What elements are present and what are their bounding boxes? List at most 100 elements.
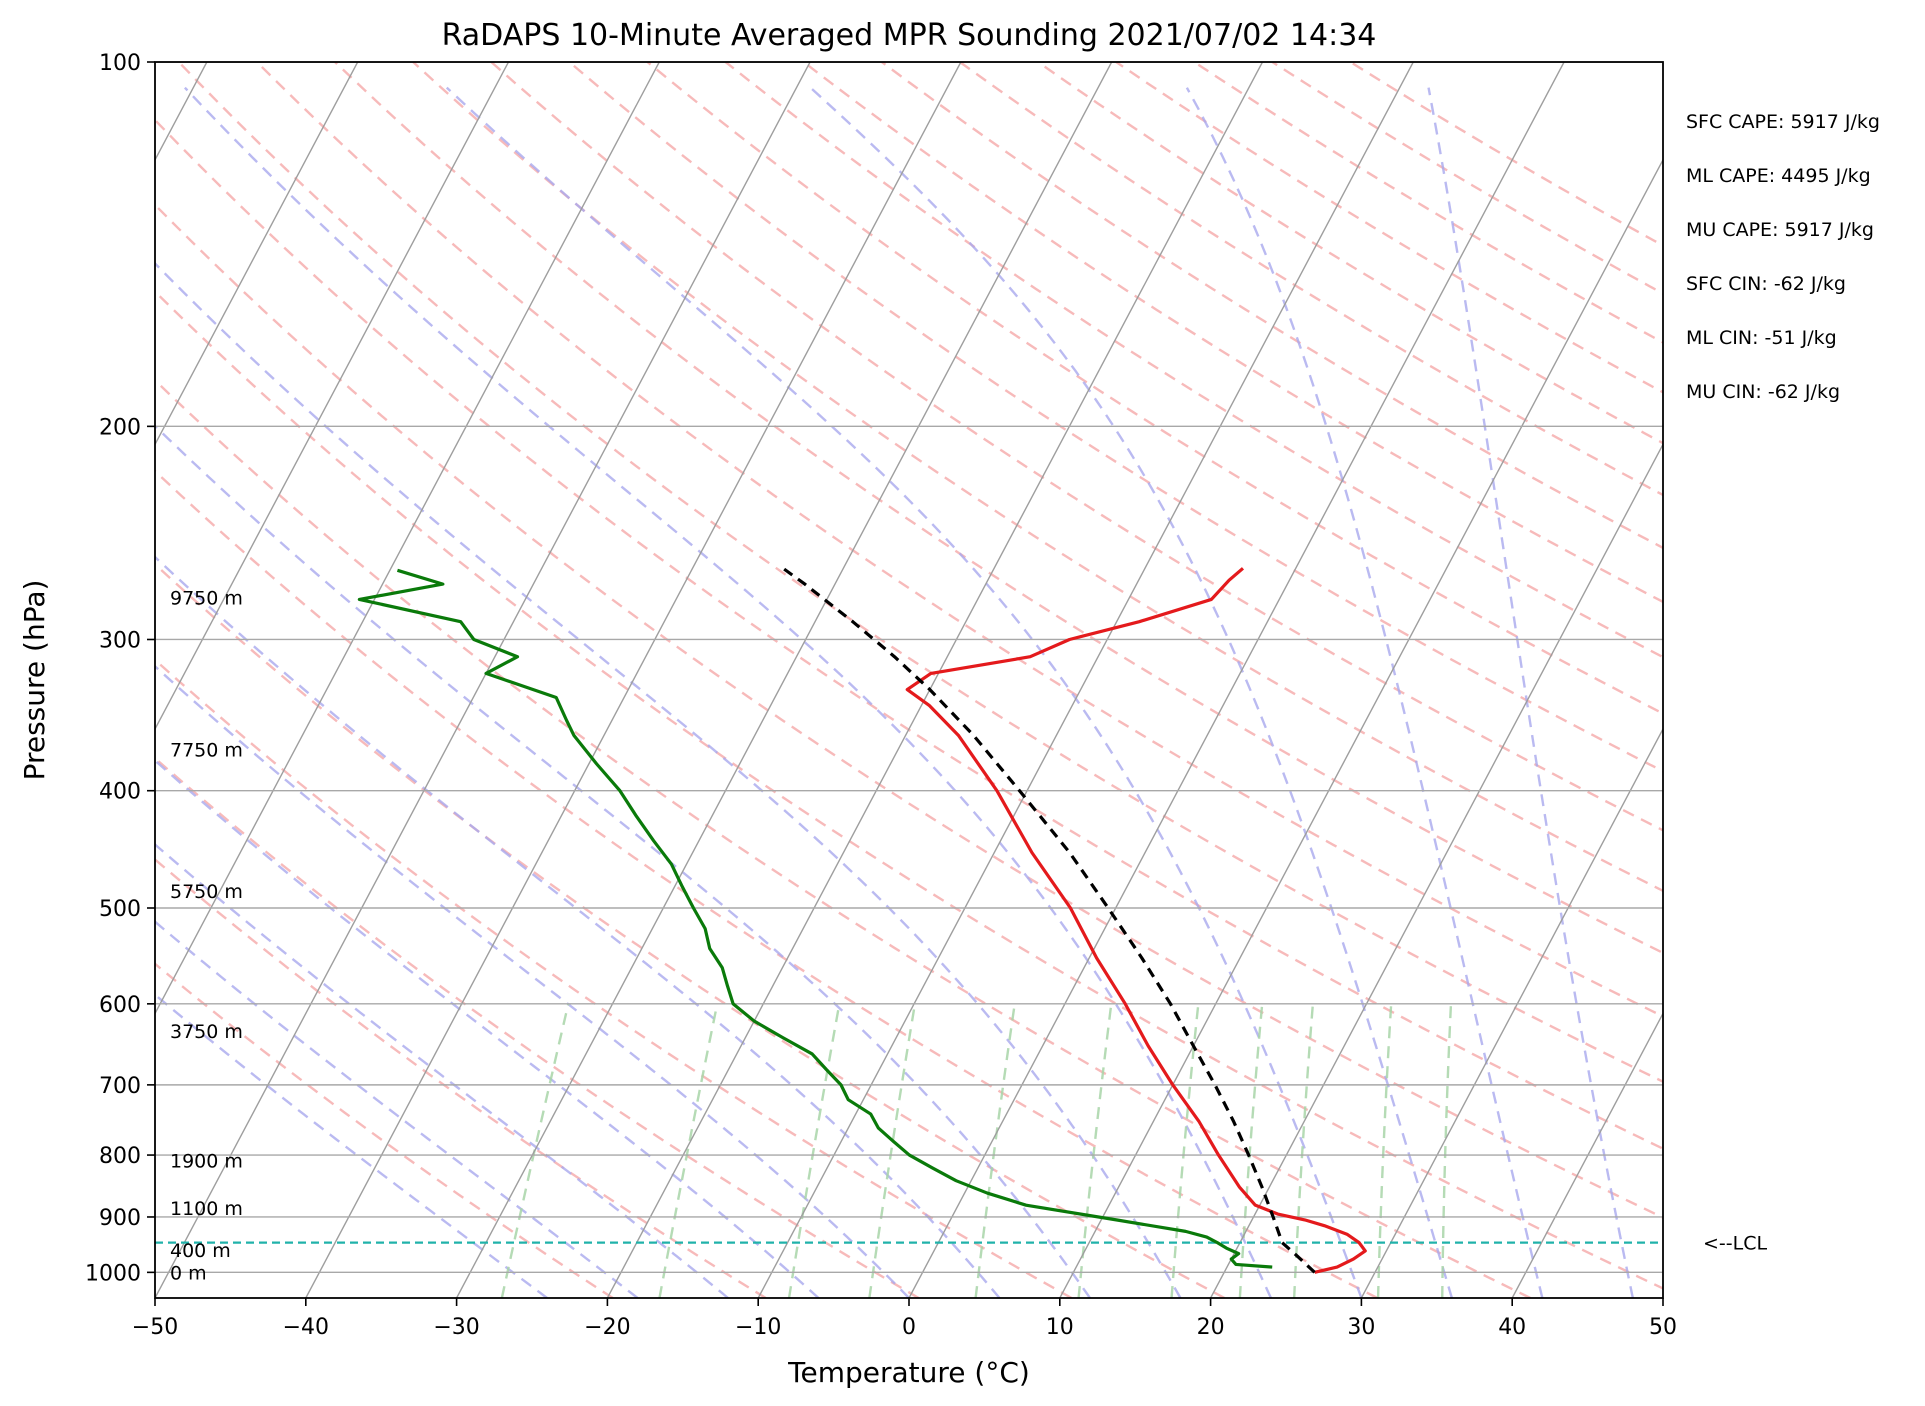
moist-adiabat bbox=[155, 664, 910, 1298]
index-label: SFC CIN: -62 J/kg bbox=[1686, 273, 1846, 295]
dry-adiabat bbox=[155, 658, 1073, 1298]
mixing-ratio-line bbox=[1441, 1003, 1453, 1298]
dry-adiabat bbox=[155, 962, 614, 1298]
lcl-label: <--LCL bbox=[1703, 1233, 1767, 1255]
mixing-ratio-line bbox=[974, 1003, 1016, 1298]
y-tick-label: 500 bbox=[99, 897, 141, 922]
moist-adiabat bbox=[155, 758, 820, 1298]
y-tick-label: 1000 bbox=[85, 1261, 141, 1286]
y-tick-label: 700 bbox=[99, 1074, 141, 1099]
sounding-series bbox=[357, 566, 1367, 1274]
isotherm bbox=[1209, 442, 1663, 1298]
mixing-ratio-line bbox=[868, 1003, 917, 1298]
dry-adiabat bbox=[334, 62, 1663, 955]
isotherm bbox=[606, 62, 1264, 1298]
dry-adiabat bbox=[155, 469, 1378, 1298]
dry-adiabat bbox=[881, 62, 1663, 550]
y-tick-label: 900 bbox=[99, 1206, 141, 1231]
isotherm bbox=[757, 62, 1414, 1298]
isotherm bbox=[455, 62, 1113, 1298]
isotherm bbox=[1511, 1011, 1663, 1298]
mixing-ratio-line bbox=[1170, 1003, 1200, 1298]
y-tick-label: 600 bbox=[99, 993, 141, 1018]
x-tick-label: −10 bbox=[735, 1315, 781, 1340]
moist-adiabat bbox=[155, 842, 729, 1298]
index-label: SFC CAPE: 5917 J/kg bbox=[1686, 111, 1880, 133]
parcel-line bbox=[782, 566, 1316, 1274]
isotherm bbox=[1662, 1296, 1663, 1298]
height-label: 3750 m bbox=[170, 1021, 243, 1043]
dry-adiabat bbox=[155, 562, 1226, 1298]
dry-adiabat bbox=[412, 62, 1663, 893]
dry-adiabat bbox=[1037, 62, 1663, 445]
height-label: 400 m bbox=[170, 1240, 231, 1262]
moist-adiabat bbox=[1427, 87, 1635, 1298]
dry-adiabat bbox=[490, 62, 1663, 832]
moist-adiabat bbox=[1185, 87, 1544, 1298]
mixing-ratio-line bbox=[787, 1003, 841, 1298]
index-label: ML CIN: -51 J/kg bbox=[1686, 327, 1837, 349]
dry-adiabat bbox=[1193, 62, 1663, 344]
height-label: 1100 m bbox=[170, 1198, 243, 1220]
x-tick-label: −30 bbox=[433, 1315, 479, 1340]
y-axis-title: Pressure (hPa) bbox=[18, 580, 51, 781]
x-tick-label: −40 bbox=[283, 1315, 329, 1340]
isotherm bbox=[155, 62, 660, 1015]
y-tick-label: 400 bbox=[99, 780, 141, 805]
axis-ticks: −50 −40 −30 −20 −10 0 10 20 30 40 50 100 200 300 400 50… bbox=[85, 51, 1677, 1340]
mixing-ratio-line bbox=[1376, 1003, 1393, 1298]
dry-adiabat bbox=[802, 62, 1663, 604]
moist-adiabat bbox=[809, 86, 1454, 1298]
background-lines bbox=[155, 62, 1663, 1298]
y-tick-label: 200 bbox=[99, 415, 141, 440]
x-axis-title: Temperature (°C) bbox=[787, 1356, 1030, 1389]
x-tick-label: 30 bbox=[1347, 1315, 1375, 1340]
y-tick-label: 300 bbox=[99, 628, 141, 653]
dewpoint-line bbox=[357, 568, 1273, 1269]
isotherm bbox=[155, 62, 510, 731]
dry-adiabat bbox=[155, 203, 1663, 1219]
x-tick-label: −50 bbox=[132, 1315, 178, 1340]
x-tick-label: 0 bbox=[902, 1315, 916, 1340]
dry-adiabat bbox=[724, 62, 1663, 659]
moist-adiabat bbox=[155, 424, 1091, 1298]
chart-title: RaDAPS 10-Minute Averaged MPR Sounding 2… bbox=[442, 18, 1377, 53]
dry-adiabat bbox=[177, 62, 1663, 1084]
dry-adiabat bbox=[155, 756, 920, 1298]
x-tick-label: 10 bbox=[1046, 1315, 1074, 1340]
moist-adiabat bbox=[155, 993, 548, 1298]
moist-adiabat bbox=[155, 920, 639, 1298]
isotherm bbox=[155, 62, 359, 446]
dry-adiabat bbox=[568, 62, 1663, 773]
dry-adiabat bbox=[1271, 62, 1663, 295]
dry-adiabat bbox=[256, 62, 1663, 1018]
height-label: 1900 m bbox=[170, 1150, 243, 1172]
height-label: 0 m bbox=[170, 1262, 207, 1284]
isotherm bbox=[1360, 727, 1663, 1298]
index-label: MU CIN: -62 J/kg bbox=[1686, 381, 1840, 403]
x-tick-label: 40 bbox=[1498, 1315, 1526, 1340]
moist-adiabat bbox=[155, 555, 1001, 1298]
dry-adiabat bbox=[1115, 62, 1663, 394]
dry-adiabat bbox=[1349, 62, 1663, 247]
mixing-ratio-line bbox=[1077, 1003, 1113, 1298]
isotherm bbox=[1059, 158, 1663, 1298]
moist-adiabat bbox=[155, 261, 1182, 1298]
dry-adiabat bbox=[155, 857, 767, 1298]
isotherm bbox=[305, 62, 962, 1298]
x-tick-label: −20 bbox=[584, 1315, 630, 1340]
isotherm bbox=[155, 62, 811, 1298]
y-tick-label: 100 bbox=[99, 51, 141, 76]
mixing-ratio-line bbox=[1292, 1003, 1315, 1298]
dry-adiabat bbox=[646, 62, 1663, 715]
plot-frame bbox=[154, 61, 1664, 1299]
isotherm bbox=[908, 62, 1565, 1298]
height-label: 9750 m bbox=[170, 588, 243, 610]
height-label: 5750 m bbox=[170, 881, 243, 903]
moist-adiabat bbox=[445, 86, 1363, 1298]
temperature-line bbox=[905, 567, 1367, 1274]
dry-adiabat bbox=[155, 378, 1531, 1298]
y-tick-label: 800 bbox=[99, 1144, 141, 1169]
